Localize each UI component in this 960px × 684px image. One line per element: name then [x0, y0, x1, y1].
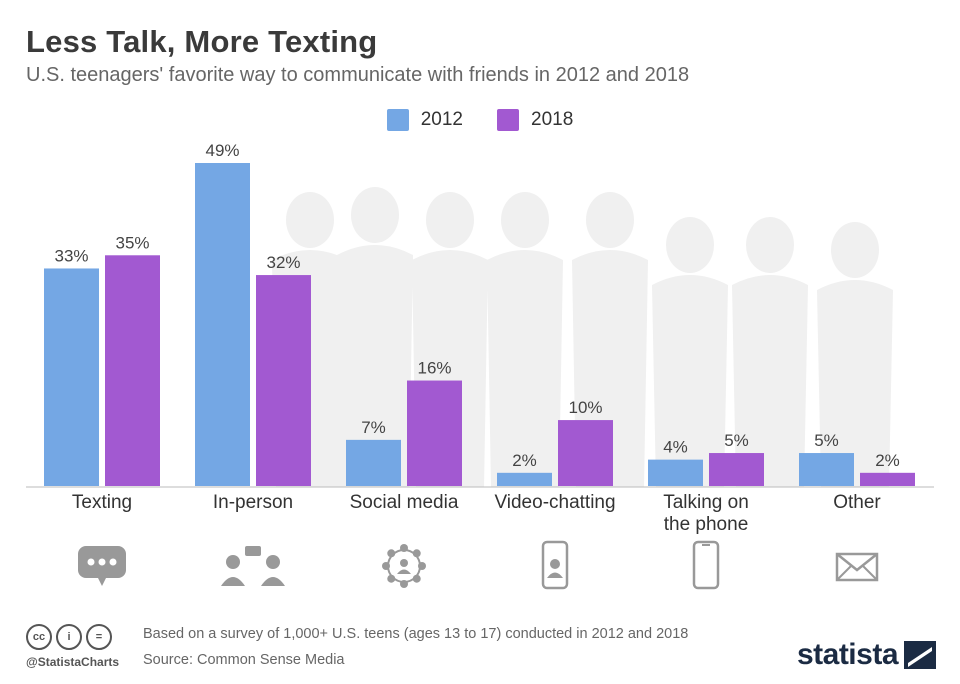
statista-logo-mark-icon [904, 641, 936, 669]
chat-bubble-icon [78, 546, 126, 586]
bar-value-label: 4% [663, 438, 688, 457]
silhouette-person [337, 187, 413, 487]
x-tick-label: Video-chatting [494, 492, 615, 513]
statista-wordmark: statista [796, 638, 899, 671]
bar-value-label: 33% [54, 246, 88, 265]
bar-2012-other [799, 453, 854, 486]
legend-swatch-2018 [497, 109, 519, 131]
social-network-icon [382, 544, 426, 588]
chart-title: Less Talk, More Texting [26, 24, 378, 59]
bar-2018-in-person [256, 275, 311, 486]
category-icons [78, 540, 879, 590]
x-tick-label: the phone [664, 514, 749, 535]
silhouette-person [487, 192, 563, 487]
bar-value-label: 5% [724, 431, 749, 450]
silhouette-person [817, 222, 893, 487]
smartphone-icon [692, 540, 720, 590]
license-icons: cc i = [26, 624, 112, 650]
bar-2012-social-media [346, 439, 401, 486]
bars-group: 33% 35% 49% 32% 7% 16% 2% 10% 4% 5% 5% 2% [44, 141, 915, 486]
no-derivatives-icon: = [86, 624, 112, 650]
bar-value-label: 2% [875, 451, 900, 470]
bar-2018-social-media [407, 380, 462, 486]
bar-value-label: 32% [266, 253, 300, 272]
silhouette-person [732, 217, 808, 487]
bar-value-label: 5% [814, 431, 839, 450]
silhouette-person [652, 217, 728, 487]
legend-item-2018: 2018 [497, 109, 573, 131]
legend-label-2012: 2012 [420, 109, 463, 130]
bar-2012-in-person [195, 163, 250, 486]
bar-value-label: 49% [205, 141, 239, 160]
x-tick-label: Social media [350, 492, 459, 513]
video-call-phone-icon [541, 540, 569, 590]
people-talking-icon [221, 546, 285, 586]
bar-2012-video-chatting [497, 472, 552, 486]
x-tick-label: Other [833, 492, 881, 513]
bar-value-label: 2% [512, 451, 537, 470]
legend-label-2018: 2018 [531, 109, 574, 130]
x-tick-label: Talking on [663, 492, 749, 513]
statista-logo[interactable]: statista [797, 638, 936, 672]
legend-swatch-2012 [386, 109, 409, 131]
chart-subtitle: U.S. teenagers' favorite way to communic… [26, 64, 690, 86]
bar-2012-texting [44, 268, 99, 486]
survey-note: Based on a survey of 1,000+ U.S. teens (… [143, 626, 689, 642]
bar-value-label: 10% [568, 398, 602, 417]
attribution-icon: i [56, 624, 82, 650]
bar-2018-talking-on-the-phone [709, 453, 764, 486]
bar-value-label: 7% [361, 418, 386, 437]
bar-2018-texting [105, 255, 160, 486]
twitter-handle: @StatistaCharts [26, 655, 120, 669]
envelope-icon [835, 552, 879, 582]
bar-2012-talking-on-the-phone [648, 459, 703, 486]
legend: 2012 2018 [0, 109, 960, 131]
legend-item-2012: 2012 [386, 109, 463, 131]
x-tick-label: In-person [213, 492, 293, 513]
x-tick-labels: Texting In-person Social media Video-chatti… [72, 492, 882, 535]
source-text: Source: Common Sense Media [143, 652, 345, 668]
bar-2018-video-chatting [558, 420, 613, 486]
creative-commons-icon: cc [26, 624, 52, 650]
bar-value-label: 35% [115, 233, 149, 252]
x-tick-label: Texting [72, 492, 132, 513]
bar-2018-other [860, 472, 915, 486]
bar-value-label: 16% [417, 359, 451, 378]
